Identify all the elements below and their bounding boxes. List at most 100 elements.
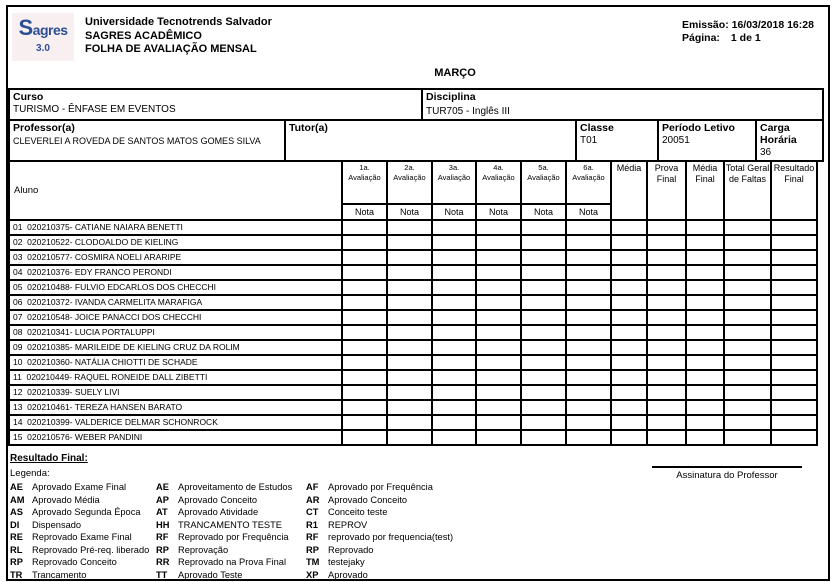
grade-cell-empty <box>520 399 567 416</box>
signature-line <box>652 466 802 468</box>
classe-label: Classe <box>580 122 614 134</box>
grade-cell-empty <box>475 264 522 281</box>
grade-cell-empty <box>341 264 388 281</box>
grade-cell-empty <box>341 279 388 296</box>
logo-brand-text: Sagres <box>18 15 68 40</box>
resultado-final-section-title: Resultado Final: <box>10 453 88 464</box>
grade-cell-empty <box>520 384 567 401</box>
legend-entry: RF reprovado por frequencia(test) <box>306 531 506 544</box>
grade-cell-empty <box>685 384 725 401</box>
grade-cell-empty <box>475 234 522 251</box>
signature-block: Assinatura do Professor <box>652 466 802 481</box>
grade-cell-empty <box>565 414 612 431</box>
grade-cell-empty <box>386 279 433 296</box>
grade-cell-empty <box>386 234 433 251</box>
grade-cell-empty <box>723 324 772 341</box>
legend-description: Aprovado Teste <box>178 569 243 580</box>
legend-code: CT <box>306 507 319 517</box>
legend-entry: RP Reprovado Conceito <box>10 556 156 569</box>
legend-description: REPROV <box>328 519 368 530</box>
grade-cell-empty <box>431 384 477 401</box>
grade-cell-empty <box>565 234 612 251</box>
legend-code: TR <box>10 569 23 580</box>
legend-code: R1 <box>306 519 318 530</box>
grade-cell-empty <box>341 294 388 311</box>
grade-cell-empty <box>431 264 477 281</box>
grade-cell-empty <box>723 234 772 251</box>
grade-cell-empty <box>610 384 648 401</box>
legend-description: Reprovado por Frequência <box>178 532 289 542</box>
grade-cell-empty <box>723 339 772 356</box>
grade-cell-empty <box>386 339 433 356</box>
grade-cell-empty <box>610 399 648 416</box>
legend-entry: AE Aprovado Exame Final <box>10 481 156 494</box>
periodo-letivo-box: Período Letivo 20051 <box>657 119 757 162</box>
carga-horaria-box: Carga Horária 36 <box>755 119 824 162</box>
grade-cell-empty <box>475 294 522 311</box>
grade-cell-empty <box>386 324 433 341</box>
prova-final-column-header: Prova Final <box>646 160 687 221</box>
student-name-cell: 03 020210577- COSMIRA NOELI ARARIPE <box>8 249 343 266</box>
student-name-cell: 06 020210372- IVANDA CARMELITA MARAFIGA <box>8 294 343 311</box>
grade-cell-empty <box>520 309 567 326</box>
legend-code: RP <box>156 544 169 555</box>
legend-description: Aprovado Conceito <box>328 494 408 505</box>
grade-cell-empty <box>475 279 522 296</box>
legend-entry: XP Aprovado <box>306 569 506 582</box>
grade-cell-empty <box>386 399 433 416</box>
disciplina-label: Disciplina <box>426 91 476 103</box>
total-faltas-column-header: Total Geral de Faltas <box>723 160 772 221</box>
table-row: 08 020210341- LUCIA PORTALUPPI <box>8 324 818 341</box>
curso-value: TURISMO - ÊNFASE EM EVENTOS <box>13 104 176 115</box>
grade-cell-empty <box>685 414 725 431</box>
grade-cell-empty <box>685 234 725 251</box>
curso-box: Curso TURISMO - ÊNFASE EM EVENTOS <box>8 88 423 121</box>
table-row: 10 020210360- NATÁLIA CHIOTTI DE SCHADE <box>8 354 818 371</box>
emission-block: Emissão: 16/03/2018 16:28 Página: 1 de 1 <box>682 19 814 45</box>
legend-code: AE <box>156 482 169 492</box>
table-row: 01 020210375- CATIANE NAIARA BENETTI <box>8 219 818 236</box>
legend-code: AF <box>306 482 319 492</box>
report-page: Sagres 3.0 Universidade Tecnotrends Salv… <box>6 5 830 581</box>
table-row: 09 020210385- MARILEIDE DE KIELING CRUZ … <box>8 339 818 356</box>
grade-cell-empty <box>610 219 648 236</box>
carga-horaria-label: Carga Horária <box>760 122 797 146</box>
grade-cell-empty <box>386 309 433 326</box>
sagres-logo: Sagres 3.0 <box>12 13 74 61</box>
grade-cell-empty <box>685 249 725 266</box>
grade-cell-empty <box>770 234 818 251</box>
grade-cell-empty <box>770 369 818 386</box>
legend-entry: DI Dispensado <box>10 519 156 532</box>
grade-cell-empty <box>386 369 433 386</box>
table-row: 04 020210376- EDY FRANCO PERONDI <box>8 264 818 281</box>
grade-cell-empty <box>520 219 567 236</box>
avaliacao-2-header: 2a. Avaliação <box>386 160 433 205</box>
grade-cell-empty <box>386 429 433 446</box>
grade-cell-empty <box>610 279 648 296</box>
legend-code: RE <box>10 532 23 542</box>
emission-label: Emissão: <box>682 19 729 31</box>
grade-cell-empty <box>685 324 725 341</box>
grade-cell-empty <box>431 249 477 266</box>
grade-cell-empty <box>723 219 772 236</box>
grade-cell-empty <box>646 324 687 341</box>
legend-description: Conceito teste <box>328 507 388 517</box>
legend-description: Reprovado <box>328 544 374 555</box>
legend-code: HH <box>156 519 170 530</box>
grade-cell-empty <box>341 249 388 266</box>
legend-entry: CT Conceito teste <box>306 506 506 519</box>
grade-cell-empty <box>520 339 567 356</box>
legend-description: Aprovado Exame Final <box>32 482 127 492</box>
grade-cell-empty <box>770 429 818 446</box>
grade-cell-empty <box>723 294 772 311</box>
legend-entry: AP Aprovado Conceito <box>156 494 306 507</box>
grade-cell-empty <box>723 414 772 431</box>
legend-description: Reprovado Conceito <box>32 557 117 567</box>
avaliacao-4-header: 4a. Avaliação <box>475 160 522 205</box>
grade-cell-empty <box>610 264 648 281</box>
grade-cell-empty <box>723 264 772 281</box>
grade-cell-empty <box>341 399 388 416</box>
grade-cell-empty <box>770 384 818 401</box>
legend-entry: TM testejaky <box>306 556 506 569</box>
grade-cell-empty <box>520 249 567 266</box>
